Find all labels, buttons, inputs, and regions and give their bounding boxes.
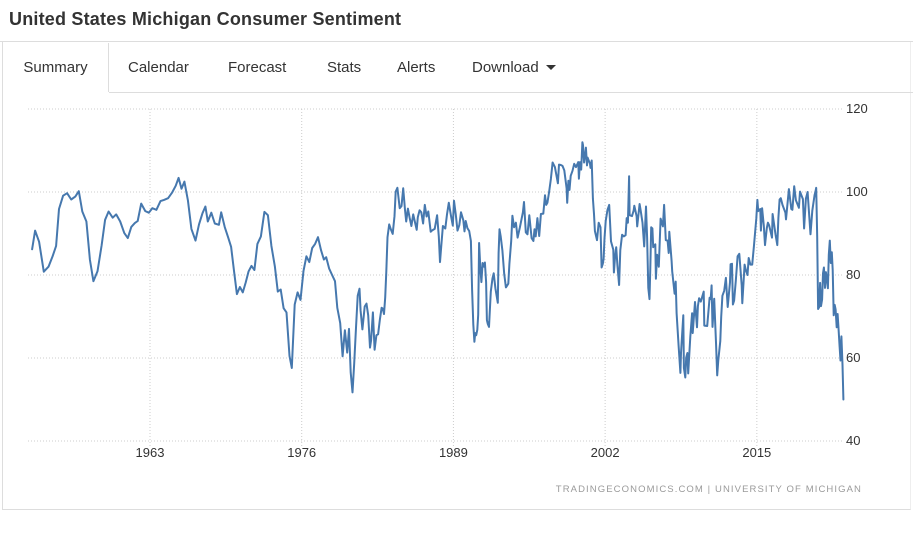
sentiment-series-line — [31, 141, 845, 401]
page-title: United States Michigan Consumer Sentimen… — [9, 9, 402, 29]
tab-download[interactable]: Download — [472, 43, 556, 92]
x-axis-tick-label: 2002 — [590, 445, 620, 460]
chevron-down-icon — [545, 65, 556, 70]
y-axis-tick-label: 80 — [846, 267, 861, 282]
chart-plot-area[interactable] — [28, 109, 842, 441]
chart-attribution: TRADINGECONOMICS.COM | UNIVERSITY OF MIC… — [555, 484, 862, 495]
x-axis-tick-label: 1989 — [438, 445, 468, 460]
x-axis-tick-label: 1976 — [287, 445, 317, 460]
tabbar-underline — [109, 92, 913, 93]
x-axis-tick-label: 1963 — [135, 445, 165, 460]
y-axis-tick-label: 120 — [846, 101, 868, 116]
tab-alerts[interactable]: Alerts — [397, 59, 436, 76]
y-axis-tick-label: 40 — [846, 433, 861, 448]
header: United States Michigan Consumer Sentimen… — [0, 0, 913, 42]
tab-stats[interactable]: Stats — [327, 59, 362, 76]
y-axis-tick-label: 60 — [846, 350, 861, 365]
tab-calendar[interactable]: Calendar — [128, 59, 189, 76]
x-axis-tick-label: 2015 — [742, 445, 772, 460]
tab-download-label: Download — [472, 59, 539, 76]
y-axis-tick-label: 100 — [846, 184, 868, 199]
tab-forecast[interactable]: Forecast — [228, 59, 287, 76]
tab-summary[interactable]: Summary — [3, 43, 109, 92]
content-panel — [2, 42, 911, 510]
